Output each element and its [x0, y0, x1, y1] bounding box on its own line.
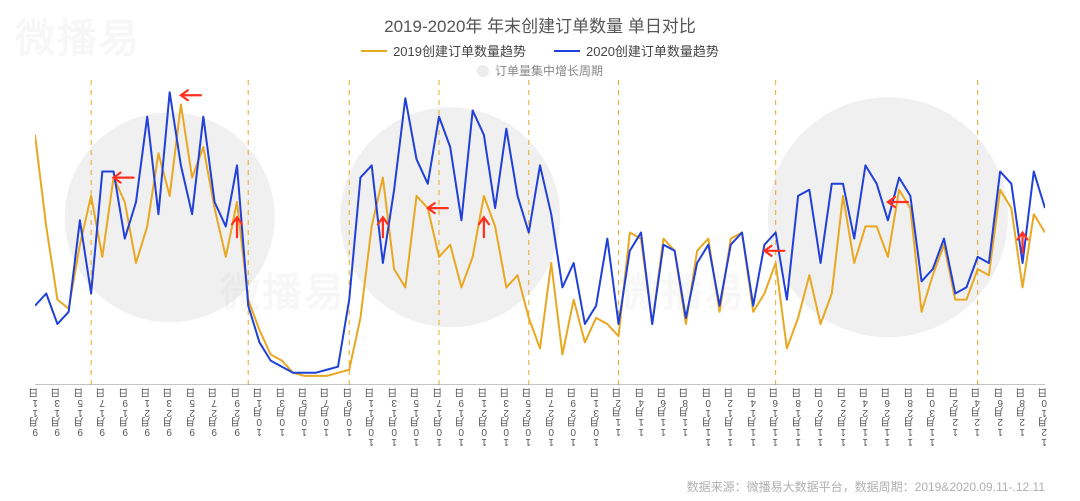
x-axis-label: 9月15日 — [69, 389, 91, 469]
x-axis-label: 11月8日 — [674, 389, 696, 469]
legend-swatch — [554, 50, 580, 52]
x-axis-label: 12月10日 — [1033, 389, 1055, 469]
x-axis-label: 11月2日 — [607, 389, 629, 469]
legend-label: 2020创建订单数量趋势 — [586, 41, 719, 60]
x-axis-label: 11月12日 — [719, 389, 741, 469]
x-axis-label: 11月22日 — [832, 389, 854, 469]
x-axis-label: 10月15日 — [405, 389, 427, 469]
x-axis-label: 11月18日 — [787, 389, 809, 469]
legend-sub-label: 订单量集中增长周期 — [495, 62, 603, 79]
x-axis-label: 11月14日 — [742, 389, 764, 469]
x-axis-label: 12月4日 — [966, 389, 988, 469]
legend-circle-icon — [477, 65, 489, 77]
x-axis-label: 9月11日 — [24, 389, 46, 469]
legend: 2019创建订单数量趋势 2020创建订单数量趋势 — [0, 41, 1080, 60]
x-axis-label: 9月19日 — [114, 389, 136, 469]
x-axis-label: 11月30日 — [921, 389, 943, 469]
legend-item-2020: 2020创建订单数量趋势 — [554, 41, 719, 60]
legend-sub: 订单量集中增长周期 — [0, 62, 1080, 79]
x-axis-label: 10月27日 — [540, 389, 562, 469]
x-axis-label: 10月9日 — [338, 389, 360, 469]
x-axis-label: 11月10日 — [697, 389, 719, 469]
x-axis-label: 10月25日 — [517, 389, 539, 469]
x-axis-label: 12月8日 — [1011, 389, 1033, 469]
x-axis-label: 10月29日 — [562, 389, 584, 469]
data-source-footer: 数据来源：微播易大数据平台，数据周期：2019&2020.09.11-.12.1… — [687, 478, 1045, 495]
x-axis-label: 9月29日 — [226, 389, 248, 469]
chart-plot-area — [35, 80, 1045, 385]
x-axis-label: 10月23日 — [495, 389, 517, 469]
x-axis-label: 9月25日 — [181, 389, 203, 469]
x-axis-label: 9月13日 — [46, 389, 68, 469]
x-axis-labels: 9月11日9月13日9月15日9月17日9月19日9月21日9月23日9月25日… — [24, 389, 1056, 469]
x-axis-label: 9月27日 — [203, 389, 225, 469]
x-axis-label: 10月17日 — [428, 389, 450, 469]
x-axis-label: 10月1日 — [248, 389, 270, 469]
x-axis-label: 10月5日 — [293, 389, 315, 469]
x-axis-label: 12月2日 — [944, 389, 966, 469]
x-axis-label: 11月24日 — [854, 389, 876, 469]
x-axis-label: 9月23日 — [158, 389, 180, 469]
chart-title: 2019-2020年 年末创建订单数量 单日对比 — [0, 0, 1080, 37]
x-axis-label: 11月28日 — [899, 389, 921, 469]
x-axis-label: 11月16日 — [764, 389, 786, 469]
legend-swatch — [361, 50, 387, 52]
x-axis-label: 10月7日 — [315, 389, 337, 469]
x-axis-label: 12月6日 — [989, 389, 1011, 469]
x-axis-label: 9月17日 — [91, 389, 113, 469]
legend-item-2019: 2019创建订单数量趋势 — [361, 41, 526, 60]
legend-label: 2019创建订单数量趋势 — [393, 41, 526, 60]
x-axis-label: 10月31日 — [585, 389, 607, 469]
x-axis-label: 9月21日 — [136, 389, 158, 469]
x-axis-label: 10月21日 — [473, 389, 495, 469]
x-axis-label: 10月3日 — [271, 389, 293, 469]
x-axis-label: 10月13日 — [383, 389, 405, 469]
x-axis-label: 10月11日 — [360, 389, 382, 469]
x-axis-label: 10月19日 — [450, 389, 472, 469]
x-axis-label: 11月6日 — [652, 389, 674, 469]
x-axis-label: 11月20日 — [809, 389, 831, 469]
x-axis-label: 11月26日 — [876, 389, 898, 469]
x-axis-label: 11月4日 — [630, 389, 652, 469]
